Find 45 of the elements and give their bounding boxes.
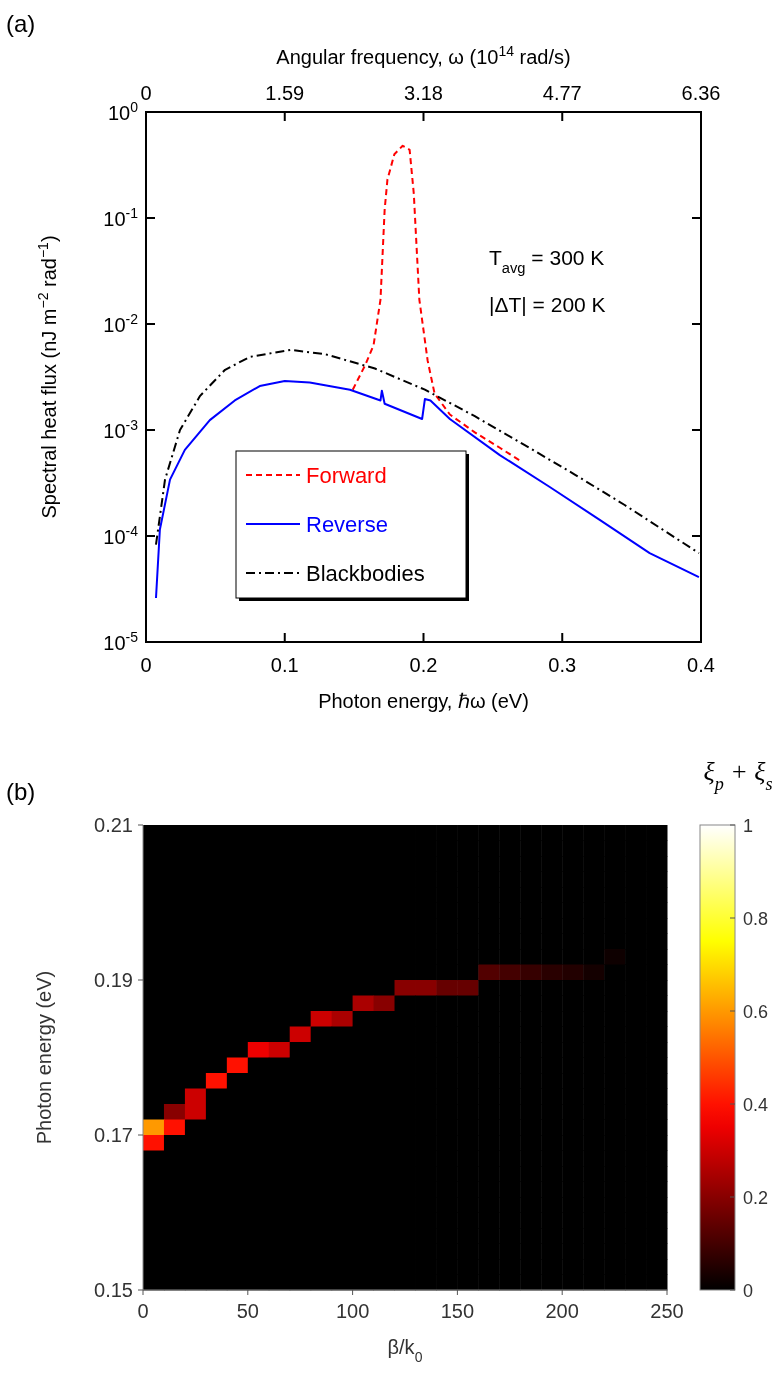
y-tick-label: 0.17 xyxy=(94,1124,133,1146)
x2-tick-label: 0 xyxy=(140,82,152,104)
x-tick-label: 150 xyxy=(440,1300,475,1322)
x-tick-label: 100 xyxy=(335,1300,370,1322)
y-tick-label: 10$^{-4}$ xyxy=(103,523,139,548)
x2-tick-label: 4.77 xyxy=(542,82,582,104)
x-tick-label: 50 xyxy=(236,1300,259,1322)
text: (a) xyxy=(6,10,36,37)
color-bar-label: 1 xyxy=(743,816,754,836)
x-tick-label: 0.4 xyxy=(687,654,715,676)
legend-label: Reverse xyxy=(306,512,388,537)
y-tick-label: 10$^{-3}$ xyxy=(103,417,139,442)
line-series xyxy=(154,379,700,600)
x-tick-label: 0.2 xyxy=(409,654,438,676)
annotation: T$_{avg}$ = 300 K xyxy=(489,246,605,276)
y-tick-label: 10$^{-2}$ xyxy=(103,311,139,336)
x-tick-label: 0 xyxy=(137,1300,149,1322)
x-tick-label: 200 xyxy=(545,1300,579,1322)
x-tick-label: 0.1 xyxy=(270,654,299,676)
x-tick-label: 0 xyxy=(140,654,152,676)
y-tick-label: 10$^{-1}$ xyxy=(103,205,139,230)
legend-label: Forward xyxy=(306,463,387,488)
y-tick-label: 0.19 xyxy=(94,969,133,991)
y-tick-label: 0.15 xyxy=(94,1279,133,1301)
annotation: |ΔT| = 200 K xyxy=(489,293,606,316)
y-tick-label: 10$^{0}$ xyxy=(107,99,139,124)
x-axis-title: Photon energy, ℏω (eV) xyxy=(318,690,529,712)
x2-tick-label: 3.18 xyxy=(404,82,443,104)
color-bar-title: ξ$_{p}$ + ξ$_{s}$ xyxy=(703,757,773,794)
x-tick-label: 0.3 xyxy=(548,654,577,676)
y-axis-title: Photon energy (eV) xyxy=(33,970,55,1145)
legend-label: Blackbodies xyxy=(306,561,425,586)
color-bar-label: 0.4 xyxy=(743,1095,769,1115)
y-tick-label: 10$^{-5}$ xyxy=(103,629,139,654)
color-bar-label: 0 xyxy=(743,1281,754,1301)
color-bar-label: 0.2 xyxy=(743,1188,769,1208)
x2-axis-title: Angular frequency, ω (10$^{14}$ rad/s) xyxy=(276,43,571,68)
x-axis-title: β/k$_{0}$ xyxy=(387,1336,423,1365)
y-tick-label: 0.21 xyxy=(94,814,133,836)
x2-tick-label: 1.59 xyxy=(265,82,305,104)
text: (b) xyxy=(6,778,36,805)
color-bar-label: 0.8 xyxy=(743,909,769,929)
color-bar-label: 0.6 xyxy=(743,1002,769,1022)
x2-tick-label: 6.36 xyxy=(681,82,721,104)
x-tick-label: 250 xyxy=(650,1300,684,1322)
